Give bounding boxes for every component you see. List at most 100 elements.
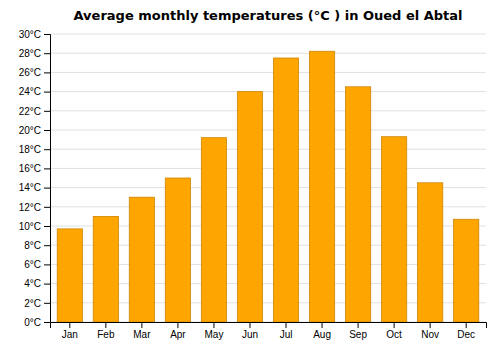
x-tick: Jun [242, 322, 258, 340]
y-tick: 26°C [19, 67, 50, 78]
x-tick-label: Aug [313, 329, 331, 340]
bar [201, 138, 226, 322]
x-tick-label: May [204, 329, 223, 340]
x-tick: Sep [349, 322, 367, 340]
bar [345, 87, 370, 322]
x-tick-label: Dec [457, 329, 475, 340]
grid-line [50, 110, 486, 111]
x-tick: Mar [133, 322, 151, 340]
y-tick-mark [44, 245, 50, 246]
x-tick-mark [213, 322, 214, 328]
y-tick: 6°C [24, 259, 50, 270]
y-tick-mark [44, 284, 50, 285]
y-tick-label: 4°C [24, 278, 41, 289]
x-tick-mark [249, 322, 250, 328]
bar [273, 58, 298, 322]
x-tick-label: Jul [280, 329, 293, 340]
y-tick-label: 30°C [19, 29, 41, 40]
y-tick: 0°C [24, 317, 50, 328]
x-tick-mark [358, 322, 359, 328]
x-tick: Apr [170, 322, 186, 340]
y-tick: 10°C [19, 221, 50, 232]
x-tick-mark [394, 322, 395, 328]
y-tick: 4°C [24, 278, 50, 289]
y-tick-label: 22°C [19, 106, 41, 117]
y-tick-mark [44, 34, 50, 35]
y-tick-label: 26°C [19, 67, 41, 78]
y-tick: 18°C [19, 144, 50, 155]
x-tick-label: Apr [170, 329, 186, 340]
bar [382, 137, 407, 322]
y-tick-mark [44, 207, 50, 208]
y-tick-mark [44, 111, 50, 112]
bar [454, 219, 479, 322]
x-tick: Feb [97, 322, 115, 340]
bar [309, 51, 334, 322]
y-tick: 2°C [24, 298, 50, 309]
grid-line [50, 149, 486, 150]
bar [418, 183, 443, 322]
y-tick: 22°C [19, 106, 50, 117]
x-tick-label: Jun [242, 329, 258, 340]
y-tick: 14°C [19, 182, 50, 193]
y-tick-label: 24°C [19, 86, 41, 97]
y-tick-mark [44, 92, 50, 93]
title: Average monthly temperatures (°C ) in Ou… [74, 8, 463, 23]
x-axis: JanFebMarAprMayJunJulAugSepOctNovDec [51, 322, 487, 340]
y-tick-mark [44, 188, 50, 189]
y-tick: 16°C [19, 163, 50, 174]
y-tick-mark [44, 53, 50, 54]
x-tick: Jul [280, 322, 293, 340]
y-tick-mark [44, 264, 50, 265]
y-tick-mark [44, 168, 50, 169]
y-tick: 12°C [19, 202, 50, 213]
grid-line [50, 72, 486, 73]
x-tick-mark [69, 322, 70, 328]
y-tick-label: 18°C [19, 144, 41, 155]
x-tick-mark [466, 322, 467, 328]
grid-line [50, 34, 486, 35]
x-tick-label: Oct [386, 329, 402, 340]
bar [237, 92, 262, 322]
y-tick-label: 2°C [24, 298, 41, 309]
y-tick-label: 16°C [19, 163, 41, 174]
x-tick-mark [322, 322, 323, 328]
y-tick-mark [44, 303, 50, 304]
x-tick-label: Nov [421, 329, 439, 340]
y-tick-label: 28°C [19, 48, 41, 59]
x-axis-line [51, 323, 487, 329]
x-tick-mark [430, 322, 431, 328]
y-tick-mark [44, 322, 50, 323]
grid [50, 34, 486, 322]
grid-line [50, 130, 486, 131]
x-tick-mark [286, 322, 287, 328]
x-tick: Nov [421, 322, 439, 340]
grid-line [50, 168, 486, 169]
grid-line [50, 91, 486, 92]
y-axis-line [44, 35, 51, 323]
bar [57, 229, 82, 322]
plot-area: 0°C 2°C 4°C 6°C 8°C 10°C 12°C 14°C 16°C 18°C 20°C 2… [19, 29, 487, 340]
y-tick-mark [44, 149, 50, 150]
y-tick-label: 6°C [24, 259, 41, 270]
y-tick-mark [44, 72, 50, 73]
y-tick: 28°C [19, 48, 50, 59]
bar [93, 216, 118, 322]
y-tick-mark [44, 226, 50, 227]
y-tick-label: 14°C [19, 182, 41, 193]
y-tick-label: 8°C [24, 240, 41, 251]
x-tick-mark [177, 322, 178, 328]
x-tick-label: Sep [349, 329, 367, 340]
x-tick: Dec [457, 322, 475, 340]
x-tick-label: Feb [97, 329, 115, 340]
y-axis: 0°C 2°C 4°C 6°C 8°C 10°C 12°C 14°C 16°C 18°C 20°C 2… [19, 29, 51, 328]
bar [165, 178, 190, 322]
chart: 0°C 2°C 4°C 6°C 8°C 10°C 12°C 14°C 16°C 18°C 20°C 2… [0, 0, 500, 350]
x-tick-mark [141, 322, 142, 328]
y-tick-mark [44, 130, 50, 131]
y-tick: 20°C [19, 125, 50, 136]
x-tick-mark [105, 322, 106, 328]
y-tick: 8°C [24, 240, 50, 251]
x-tick: Aug [313, 322, 331, 340]
y-tick-label: 10°C [19, 221, 41, 232]
